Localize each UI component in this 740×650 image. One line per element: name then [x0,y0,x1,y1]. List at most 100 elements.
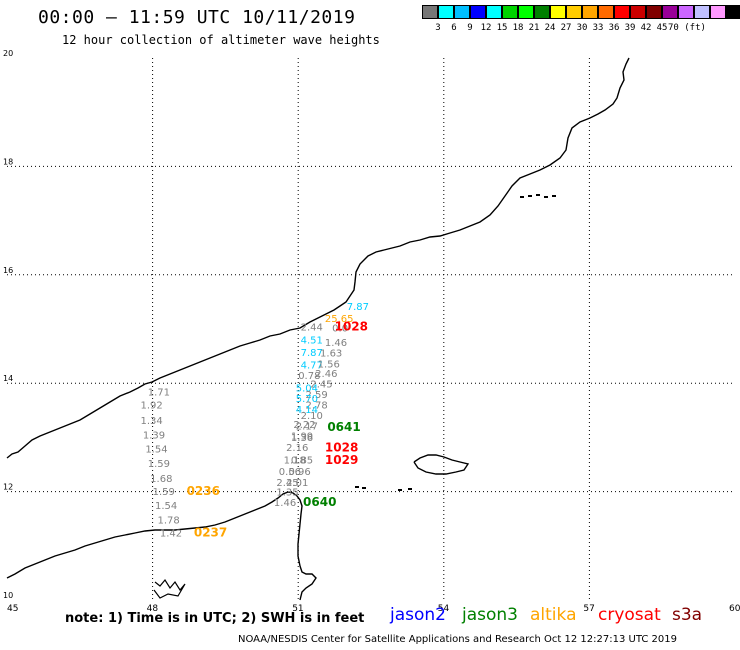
x-tick-label: 54 [438,604,450,614]
y-tick-label: 10 [3,591,13,600]
colorbar-swatch [678,5,694,19]
wave-height-label: 0236 [187,484,220,498]
colorbar-swatch [518,5,534,19]
wave-height-label: 7.87 [347,302,369,313]
map-title: 00:00 – 11:59 UTC 10/11/2019 [38,7,356,28]
wave-height-label: 1.56 [318,359,340,370]
colorbar-label: 12 [480,23,492,33]
wave-height-label: 2.22 [293,420,315,431]
colorbar-swatch [662,5,678,19]
colorbar-swatch [614,5,630,19]
wave-height-label: 4.14 [296,405,318,416]
small-island [552,195,556,197]
colorbar-swatch [534,5,550,19]
wave-height-label: 0.96 [288,467,310,478]
wave-height-label: 1028 [335,320,368,334]
colorbar-label: 9 [467,23,473,33]
colorbar-label: 36 [608,23,620,33]
colorbar-label: 42 [640,23,652,33]
wave-height-label: 1.71 [148,388,170,399]
colorbar-label: 3 [435,23,441,33]
small-island [398,489,402,491]
wave-height-label: 1.78 [157,516,179,527]
legend-item-cryosat: cryosat [598,605,661,625]
y-tick-label: 16 [3,266,13,275]
colorbar-label: 6 [451,23,457,33]
colorbar-label: 27 [560,23,572,33]
wave-height-label: 1.63 [320,349,342,360]
x-tick-label: 60 [729,604,740,614]
colorbar-label: 21 [528,23,540,33]
wave-height-label: 1.34 [140,416,162,427]
footer-note: note: 1) Time is in UTC; 2) SWH is in fe… [65,611,365,626]
wave-height-label: 1.54 [155,501,177,512]
legend-item-s3a: s3a [672,605,703,625]
wave-height-label: 2.01 [286,478,308,489]
wave-height-label: 2.44 [301,323,323,334]
x-tick-label: 45 [7,604,18,614]
colorbar-label: 33 [592,23,604,33]
map-frame [7,58,735,600]
wave-height-label: 0640 [303,495,336,509]
coastline-detail [153,578,186,599]
wave-height-label: 0237 [194,526,227,540]
wave-height-label: 0.78 [298,371,320,382]
colorbar-swatch [646,5,662,19]
colorbar-swatch [550,5,566,19]
colorbar-swatch [486,5,502,19]
wave-height-label: 1.59 [148,459,170,470]
wave-height-label: 1.59 [153,487,175,498]
colorbar-label: 45 [656,23,668,33]
colorbar-label: 15 [496,23,508,33]
wave-height-label: 2.45 [310,380,332,391]
colorbar-swatch [630,5,646,19]
wave-height-label: 5.70 [296,394,318,405]
y-tick-label: 18 [3,157,13,166]
colorbar-swatch [694,5,710,19]
wave-height-label: 0.56 [279,467,301,478]
wave-height-label: 1.36 [291,433,313,444]
wave-height-label: 1.42 [160,529,182,540]
colorbar-swatch [422,5,438,19]
colorbar-swatch [582,5,598,19]
colorbar-swatch [566,5,582,19]
y-tick-label: 14 [3,374,13,383]
wave-height-label: 25.65 [325,314,354,325]
wave-height-label: 2.46 [315,369,337,380]
colorbar-swatch [726,5,740,19]
colorbar-label: 70 (ft) [668,23,706,33]
wave-height-label: 1.54 [145,445,167,456]
wave-height-label: 1028 [325,440,358,454]
wave-height-label: 0.85 [291,455,313,466]
wave-height-label: 1029 [325,453,358,467]
legend-item-jason3: jason3 [462,605,518,625]
wave-height-label: 1.39 [143,430,165,441]
y-tick-label: 20 [3,49,13,58]
wave-height-label: 2.10 [301,411,323,422]
wave-height-label: 0641 [327,420,360,434]
wave-height-label: 0.0 [332,324,348,335]
wave-height-label: 2.17 [296,421,318,432]
colorbar-swatch [710,5,726,19]
wave-height-label: 7.87 [301,348,323,359]
x-tick-label: 48 [147,604,159,614]
wave-height-label: 1.18 [284,455,306,466]
colorbar-label: 18 [512,23,524,33]
small-island [355,486,359,488]
coastline-somalia [6,491,317,601]
wave-height-label: 1.35 [276,487,298,498]
colorbar-swatch [454,5,470,19]
colorbar-swatch [502,5,518,19]
footer-credit: NOAA/NESDIS Center for Satellite Applica… [238,634,677,645]
wave-height-label: 1.68 [150,474,172,485]
y-tick-label: 12 [3,483,13,492]
colorbar-label: 39 [624,23,636,33]
small-island [362,487,366,489]
wave-height-label: 5.04 [296,383,318,394]
wave-height-label: 1.92 [140,401,162,412]
small-island [408,488,412,490]
colorbar-label: 30 [576,23,588,33]
colorbar-swatch [470,5,486,19]
map-subtitle: 12 hour collection of altimeter wave hei… [62,33,380,47]
